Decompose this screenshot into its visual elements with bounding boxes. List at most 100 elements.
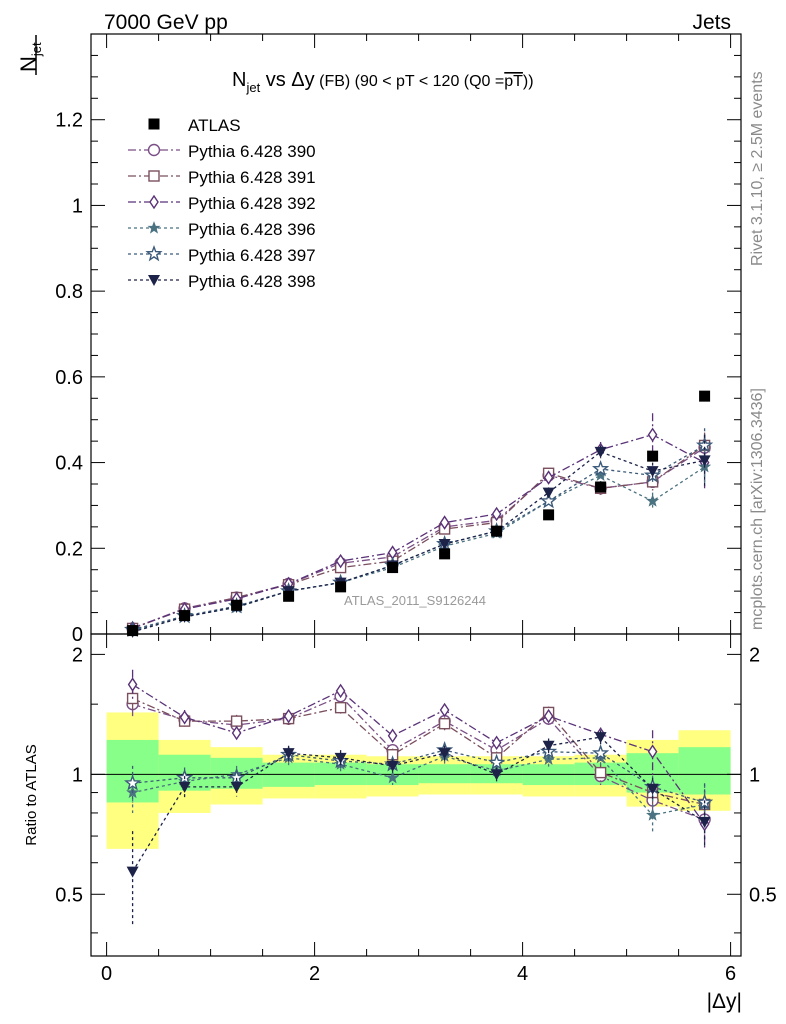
axes: 00.20.40.60.811.20.5 0.51 12 20 2 4 6: [55, 33, 777, 985]
ratio-point-4-7: [487, 753, 506, 770]
ratio-point-2-0: [127, 677, 138, 692]
main-ytick-label-1: 0.2: [55, 538, 83, 560]
svg-text:Njet: Njet: [16, 42, 44, 72]
point-5-8: [542, 487, 555, 499]
ratio-frame: [90, 633, 742, 957]
plot-title-vs: vs Δy: [260, 69, 314, 91]
data-point-3: [283, 590, 295, 602]
ratio-point-1-2: [230, 715, 243, 727]
ratio-series-5: [126, 730, 711, 925]
ratio-point-2-10: [647, 744, 658, 759]
ratio-point-4-9: [591, 744, 610, 761]
legend-marker-5: [148, 275, 160, 286]
legend-label-4: Pythia 6.428 397: [188, 246, 316, 265]
ratio-point-3-10: [646, 808, 660, 821]
point-3-10: [646, 494, 660, 507]
ratio-point-5-8: [542, 740, 555, 752]
plot-title: Njet vs Δy (FB) (90 < pT < 120 (Q0 =pT)): [232, 69, 534, 95]
plot-title-n: N: [232, 69, 246, 91]
xtick-label-0: 0: [101, 963, 112, 985]
x-axis-label: |Δy|: [707, 990, 742, 1013]
data-point-1: [179, 610, 191, 622]
ratio-ylabel: Ratio to ATLAS: [23, 744, 40, 845]
band-green-6: [418, 764, 471, 784]
point-5-9: [594, 446, 607, 458]
ratio-point-2-7: [491, 735, 502, 751]
data-point-5: [387, 562, 399, 574]
legend-marker-0: [147, 143, 161, 157]
ratio-line-1: [132, 697, 705, 806]
series-line-1: [132, 444, 705, 630]
legend-label-1: Pythia 6.428 391: [188, 168, 316, 187]
ratio-point-5-0: [126, 866, 139, 878]
data-point-2: [231, 599, 243, 611]
point-2-8: [543, 470, 554, 485]
ratio-point-2-3: [283, 708, 294, 724]
ratio-point-5-6: [438, 748, 451, 760]
data-point-6: [439, 548, 451, 560]
ratio-point-2-2: [231, 725, 242, 741]
ratio-line-0: [132, 695, 705, 821]
data-series: [127, 390, 711, 637]
data-point-9: [595, 481, 607, 493]
point-5-10: [646, 466, 659, 478]
point-4-9: [591, 459, 610, 477]
ratio-point-5-4: [334, 752, 347, 764]
ratio-point-5-5: [386, 760, 399, 772]
ratio-point-2-5: [387, 728, 398, 743]
ratio-point-2-1: [179, 710, 190, 725]
ratio-point-4-0: [123, 774, 142, 791]
data-point-0: [127, 625, 139, 637]
ratio-point-1-4: [334, 701, 347, 714]
ratio-point-2-4: [335, 683, 346, 699]
plot-title-pt: pT: [504, 73, 523, 90]
legend-label-2: Pythia 6.428 392: [188, 194, 316, 213]
point-2-10: [647, 427, 658, 442]
xtick-label-1: 2: [309, 963, 320, 985]
xtick-label-3: 6: [725, 963, 736, 985]
ratio-bands: [91, 712, 741, 849]
ratio-point-5-10: [646, 783, 659, 795]
main-ylabel: Njet: [16, 35, 44, 75]
data-point-4: [335, 581, 347, 593]
legend-marker-4: [145, 244, 163, 262]
header-left: 7000 GeV pp: [104, 11, 228, 34]
data-point-10: [647, 450, 659, 462]
legend-marker-1: [148, 170, 160, 182]
main-ytick-label-3: 0.6: [55, 367, 83, 389]
point-2-7: [491, 506, 502, 522]
ratio-point-5-7: [490, 769, 503, 781]
plot-title-fb: (FB): [315, 73, 351, 90]
ratio-line-5: [132, 736, 705, 872]
ratio-ytick-label-right-2: 2: [749, 644, 760, 666]
ratio-point-3-5: [386, 770, 400, 784]
legend-label-data: ATLAS: [188, 116, 241, 135]
data-point-7: [491, 525, 503, 537]
legend-marker-2: [149, 194, 159, 210]
header-right: Jets: [692, 11, 731, 34]
ratio-plot: [123, 669, 714, 925]
ratio-ytick-label-left-2: 2: [72, 644, 83, 666]
legend-marker-data: [148, 118, 160, 130]
point-2-4: [335, 553, 346, 569]
side-text-bottom: mcplots.cern.ch [arXiv:1306.3436]: [749, 388, 766, 630]
watermark: ATLAS_2011_S9126244: [344, 593, 486, 608]
legend-label-3: Pythia 6.428 396: [188, 220, 316, 239]
plot-title-sub: jet: [245, 80, 260, 95]
ratio-point-5-2: [230, 781, 243, 793]
legend-label-0: Pythia 6.428 390: [188, 142, 316, 161]
point-5-6: [438, 539, 451, 550]
plot-title-range: (90 < pT < 120 (Q0 =: [350, 73, 504, 90]
main-ylabel-base: N: [16, 56, 41, 72]
ratio-point-5-11: [698, 816, 711, 828]
ratio-point-5-3: [282, 748, 295, 760]
ratio-line-3: [132, 755, 705, 816]
data-point-8: [543, 509, 555, 521]
ratio-ytick-label-left-0: 0.5: [55, 884, 83, 906]
ratio-ytick-label-left-1: 1: [72, 764, 83, 786]
legend-label-5: Pythia 6.428 398: [188, 272, 316, 291]
main-ytick-label-4: 0.8: [55, 281, 83, 303]
point-2-6: [439, 515, 450, 530]
band-green-4: [314, 762, 367, 786]
